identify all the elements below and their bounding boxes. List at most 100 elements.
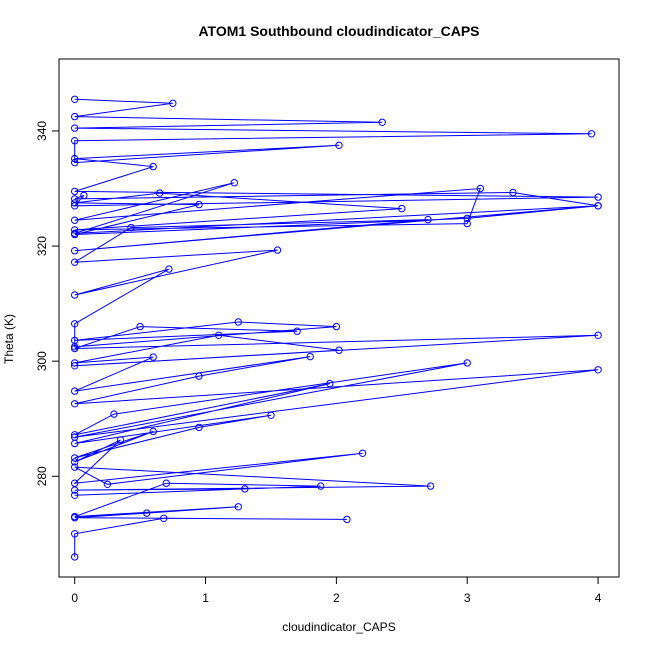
data-point (398, 204, 406, 213)
data-point (306, 352, 314, 361)
data-point (335, 346, 343, 354)
data-point (71, 226, 79, 234)
data-point (127, 223, 135, 232)
data-point (71, 137, 79, 145)
data-point (587, 130, 596, 138)
data-point (103, 480, 112, 488)
data-point (71, 463, 79, 471)
data-point (195, 200, 203, 209)
data-point (426, 482, 435, 490)
data-point (509, 188, 517, 197)
data-point (71, 479, 79, 487)
y-tick-label: 320 (35, 236, 49, 256)
data-point (463, 214, 471, 223)
data-point (234, 318, 243, 326)
data-point (71, 530, 79, 538)
x-tick-label: 2 (333, 591, 340, 605)
data-point (71, 362, 79, 370)
data-point (234, 503, 243, 511)
data-point (476, 184, 484, 193)
data-point (195, 423, 203, 432)
data-point (71, 195, 79, 203)
data-point (116, 436, 125, 444)
data-point (71, 454, 79, 462)
x-tick-label: 3 (464, 591, 471, 605)
data-point (149, 427, 157, 436)
data-point (156, 189, 164, 197)
data-point (71, 344, 79, 353)
data-point (71, 202, 79, 210)
data-point (71, 230, 79, 239)
data-point (378, 118, 386, 127)
data-point (594, 202, 602, 210)
data-point (136, 322, 144, 331)
data-point (71, 154, 79, 163)
data-point (71, 258, 79, 266)
data-point (143, 509, 151, 517)
y-tick-label: 300 (35, 351, 49, 371)
data-point (326, 379, 334, 388)
data-point (463, 359, 471, 367)
data-point (149, 162, 157, 171)
x-axis-label: cloudindicator_CAPS (282, 620, 395, 634)
data-point (71, 187, 79, 196)
data-point (195, 372, 203, 380)
data-point (71, 359, 79, 367)
data-point (160, 514, 168, 522)
data-point (71, 486, 79, 494)
data-point (267, 411, 275, 419)
series-group (71, 95, 602, 561)
data-point (317, 482, 325, 490)
data-point (71, 216, 79, 224)
data-point (110, 410, 118, 418)
data-point (71, 124, 79, 132)
plot-frame (58, 58, 620, 578)
data-point (230, 179, 239, 187)
data-point (273, 246, 282, 254)
data-point (71, 400, 79, 408)
data-point (80, 191, 88, 200)
x-axis: 0 1 2 3 4 (71, 577, 602, 605)
data-point (343, 515, 351, 524)
data-point (594, 366, 602, 374)
data-point (169, 99, 177, 108)
data-point (241, 485, 249, 493)
data-point (71, 291, 79, 299)
data-point (71, 431, 79, 439)
x-tick-label: 4 (595, 591, 602, 605)
y-tick-label: 340 (35, 121, 49, 141)
data-point (165, 265, 173, 273)
data-point (71, 320, 79, 328)
data-point (71, 514, 79, 522)
data-point (71, 95, 79, 104)
data-point (335, 141, 343, 150)
data-point (332, 322, 341, 331)
data-point (71, 491, 79, 499)
data-point (71, 112, 79, 121)
data-point (71, 458, 79, 466)
data-point (71, 439, 79, 448)
data-point (71, 336, 79, 345)
data-point (71, 158, 79, 167)
data-point (71, 553, 79, 561)
data-point (463, 219, 471, 228)
y-axis-label: Theta (K) (2, 314, 16, 364)
y-tick-label: 280 (35, 466, 49, 486)
x-tick-label: 1 (202, 591, 209, 605)
y-axis: 280 300 320 340 (35, 121, 59, 486)
data-point (424, 215, 432, 224)
data-point (71, 199, 79, 207)
data-point (149, 353, 157, 361)
data-point (594, 331, 602, 339)
data-point (293, 327, 301, 335)
data-point (71, 247, 79, 255)
chart-title: ATOM1 Southbound cloudindicator_CAPS (198, 23, 479, 39)
data-point (71, 387, 79, 395)
data-point (162, 479, 171, 487)
data-point (358, 449, 367, 457)
x-tick-label: 0 (71, 591, 78, 605)
data-point (214, 331, 223, 339)
data-point (594, 193, 602, 201)
